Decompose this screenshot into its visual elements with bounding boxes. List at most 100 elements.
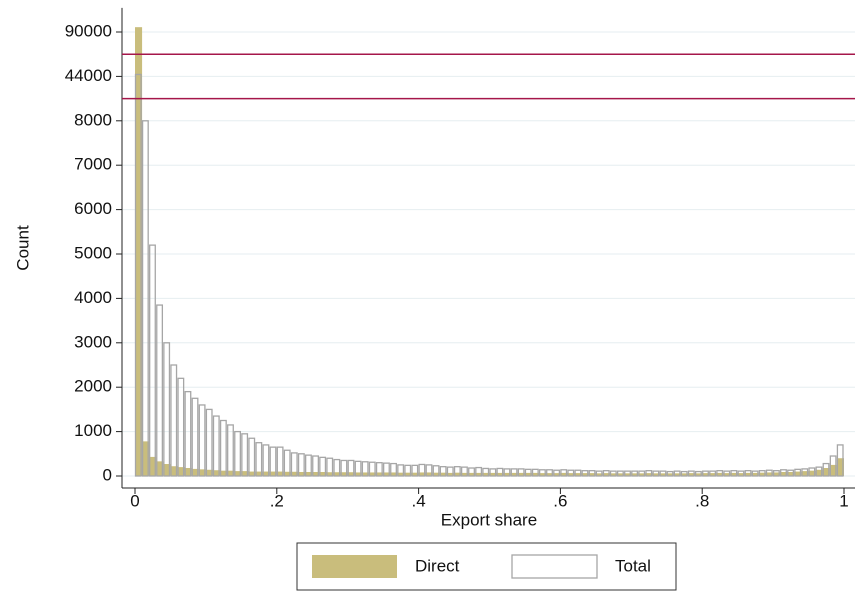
bar	[333, 472, 341, 476]
bar	[361, 461, 369, 477]
bar	[319, 472, 327, 476]
bar	[624, 473, 632, 476]
bar	[787, 472, 795, 476]
bar	[716, 470, 724, 477]
bar	[503, 472, 511, 476]
bar	[411, 464, 419, 477]
bar	[808, 470, 816, 476]
bar	[766, 472, 774, 476]
bar	[170, 466, 178, 476]
bar	[581, 473, 589, 476]
bar	[673, 470, 681, 477]
bar	[560, 472, 568, 476]
bar	[553, 469, 561, 477]
bar	[234, 430, 241, 477]
bar	[269, 471, 277, 476]
bar	[765, 469, 773, 477]
bar	[652, 470, 660, 477]
bar	[758, 470, 766, 477]
bar	[694, 470, 702, 477]
bar	[822, 462, 830, 477]
bar	[368, 461, 376, 477]
bar	[836, 458, 844, 476]
bar	[702, 473, 710, 476]
bar	[673, 473, 681, 476]
bar	[170, 364, 178, 477]
bar	[397, 472, 405, 476]
bar	[829, 464, 837, 476]
bar	[772, 470, 780, 477]
y-tick-label: 1000	[74, 421, 112, 440]
bar	[198, 404, 206, 477]
bar	[205, 408, 213, 477]
bar	[794, 471, 802, 476]
bar	[326, 472, 334, 476]
y-tick-label: 3000	[74, 332, 112, 351]
x-tick-label: 0	[130, 491, 139, 510]
bar	[390, 462, 397, 477]
bar	[319, 456, 327, 477]
legend-swatch	[312, 555, 397, 578]
x-tick-label: .4	[412, 491, 426, 510]
bar	[255, 442, 263, 477]
bar	[489, 468, 497, 477]
y-tick-label: 4000	[74, 288, 112, 307]
bar	[198, 469, 206, 476]
bar	[801, 471, 809, 476]
bar	[227, 424, 234, 477]
bar	[375, 462, 383, 477]
bar	[539, 473, 547, 476]
bar	[439, 466, 447, 477]
bar	[134, 73, 142, 477]
bar	[234, 471, 242, 476]
bar	[496, 472, 504, 476]
bar	[517, 468, 525, 477]
bar	[595, 470, 603, 477]
bar	[631, 473, 639, 476]
bar	[397, 464, 405, 477]
bar	[184, 468, 192, 476]
bar	[283, 471, 291, 476]
bar	[347, 472, 355, 476]
bar	[531, 468, 539, 477]
bar	[219, 419, 227, 477]
bar	[489, 472, 497, 476]
bar	[744, 472, 752, 476]
bar	[815, 469, 823, 476]
bar	[418, 472, 426, 476]
bar	[432, 472, 440, 476]
x-axis-label: Export share	[441, 510, 537, 529]
bar	[737, 473, 745, 476]
bar	[411, 472, 419, 476]
bar	[468, 467, 475, 477]
bar	[468, 472, 476, 476]
bar	[383, 472, 391, 476]
bar	[616, 470, 624, 477]
bar	[780, 472, 788, 476]
y-tick-label: 5000	[74, 243, 112, 262]
bar	[241, 433, 249, 477]
bar	[276, 471, 284, 476]
bar	[184, 390, 192, 477]
bar	[574, 473, 582, 476]
bar	[524, 468, 532, 477]
bar	[617, 473, 625, 476]
y-tick-label: 2000	[74, 377, 112, 396]
bar	[688, 473, 696, 476]
bar	[135, 27, 143, 476]
y-tick-label: 90000	[65, 21, 112, 40]
bar	[702, 470, 709, 477]
bar	[815, 466, 823, 477]
bar	[283, 449, 291, 477]
bar	[787, 469, 795, 477]
bar	[347, 459, 355, 477]
bar	[758, 472, 767, 476]
bar	[297, 453, 305, 477]
legend-label: Total	[615, 556, 651, 575]
bar	[751, 472, 759, 476]
bar	[638, 473, 646, 476]
bar	[312, 455, 319, 477]
bar	[546, 473, 554, 476]
bar	[141, 120, 149, 477]
bar	[191, 468, 199, 476]
